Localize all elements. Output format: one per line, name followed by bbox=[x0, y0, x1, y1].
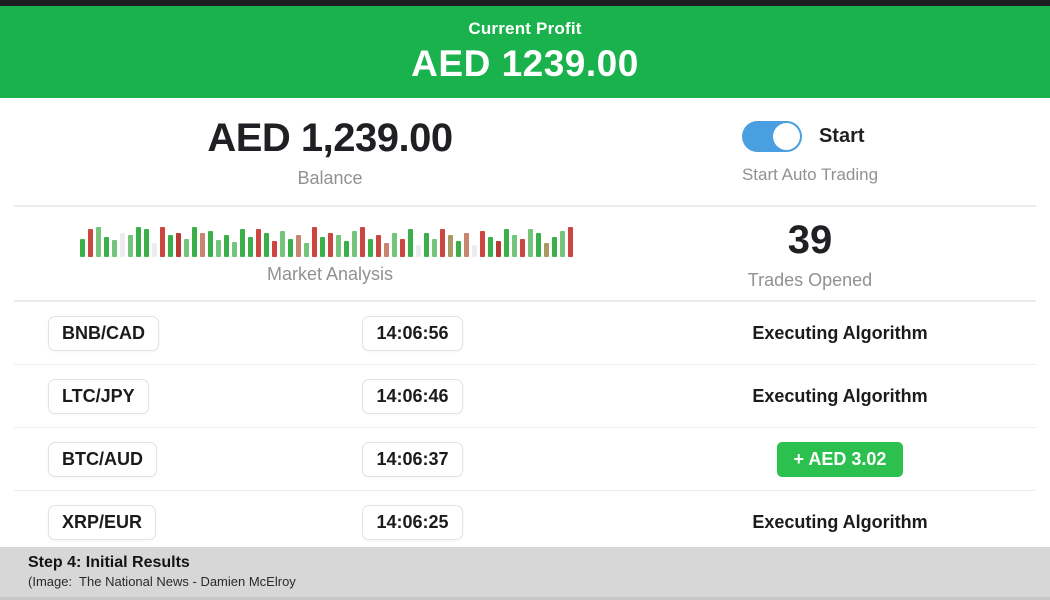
market-bar bbox=[216, 239, 221, 257]
market-bar bbox=[528, 228, 533, 257]
market-bar bbox=[80, 238, 85, 257]
market-bar bbox=[136, 226, 141, 257]
market-bar bbox=[376, 234, 381, 257]
market-bar bbox=[464, 232, 469, 257]
market-bar bbox=[504, 228, 509, 257]
market-bar bbox=[248, 236, 253, 257]
balance-section: AED 1,239.00 Balance Start Start Auto Tr… bbox=[0, 98, 1050, 207]
caption-bar: Step 4: Initial Results (Image: The Nati… bbox=[0, 547, 1050, 600]
market-analysis-section: Market Analysis 39 Trades Opened bbox=[0, 207, 1050, 302]
balance-amount: AED 1,239.00 bbox=[207, 116, 453, 160]
market-bar bbox=[184, 238, 189, 257]
trade-status: Executing Algorithm bbox=[752, 386, 928, 406]
market-bar bbox=[224, 234, 229, 257]
market-bar bbox=[232, 241, 237, 257]
market-bar bbox=[120, 232, 125, 257]
market-bar bbox=[512, 234, 517, 257]
market-bar bbox=[280, 230, 285, 257]
trade-row: BTC/AUD 14:06:37 + AED 3.02 bbox=[0, 428, 1050, 491]
balance-label: Balance bbox=[297, 168, 363, 188]
market-bar bbox=[88, 228, 93, 257]
time-badge: 14:06:46 bbox=[362, 379, 463, 414]
market-bar bbox=[288, 238, 293, 257]
market-bar bbox=[144, 228, 149, 257]
market-bar bbox=[408, 228, 413, 257]
pair-badge: LTC/JPY bbox=[48, 379, 149, 414]
market-bar bbox=[488, 236, 493, 257]
market-bar bbox=[416, 244, 421, 257]
market-bar bbox=[128, 234, 133, 257]
market-bar bbox=[296, 234, 301, 257]
market-bar bbox=[360, 226, 365, 257]
auto-trading-toggle[interactable] bbox=[741, 120, 802, 152]
market-bar bbox=[456, 240, 461, 257]
market-bar bbox=[240, 228, 245, 257]
market-bar bbox=[320, 236, 325, 257]
market-bar bbox=[392, 232, 397, 257]
trade-row: LTC/JPY 14:06:46 Executing Algorithm bbox=[0, 365, 1050, 428]
current-profit-label: Current Profit bbox=[468, 19, 582, 38]
market-bar bbox=[552, 236, 557, 257]
auto-trading-caption: Start Auto Trading bbox=[741, 164, 879, 184]
market-bar bbox=[256, 228, 261, 257]
market-bar bbox=[264, 232, 269, 257]
market-bar bbox=[176, 232, 181, 257]
market-bar bbox=[272, 240, 277, 257]
market-bar bbox=[112, 239, 117, 257]
trade-status: Executing Algorithm bbox=[752, 512, 928, 532]
time-badge: 14:06:56 bbox=[362, 316, 463, 351]
pair-badge: BNB/CAD bbox=[48, 316, 159, 351]
current-profit-amount: AED 1239.00 bbox=[411, 43, 639, 84]
profit-header: Current Profit AED 1239.00 bbox=[0, 6, 1050, 98]
profit-badge: + AED 3.02 bbox=[776, 442, 904, 477]
market-bar bbox=[152, 242, 157, 257]
pair-badge: XRP/EUR bbox=[48, 505, 157, 540]
market-bar bbox=[336, 234, 341, 257]
market-bar bbox=[400, 238, 405, 257]
market-bar bbox=[328, 232, 333, 257]
market-bar bbox=[472, 244, 477, 257]
market-bar bbox=[520, 238, 525, 257]
market-bar bbox=[200, 232, 205, 257]
trades-opened-count: 39 bbox=[787, 218, 833, 262]
trade-row: BNB/CAD 14:06:56 Executing Algorithm bbox=[0, 302, 1050, 365]
auto-trading-block: Start Start Auto Trading bbox=[741, 120, 879, 185]
market-bars bbox=[80, 225, 580, 257]
market-bar bbox=[304, 242, 309, 257]
market-bar bbox=[344, 240, 349, 257]
market-bar bbox=[384, 242, 389, 257]
trades-opened-label: Trades Opened bbox=[747, 270, 873, 290]
trade-row: XRP/EUR 14:06:25 Executing Algorithm bbox=[0, 491, 1050, 554]
market-bar bbox=[368, 238, 373, 257]
time-badge: 14:06:25 bbox=[362, 505, 463, 540]
pair-badge: BTC/AUD bbox=[48, 442, 157, 477]
market-bar bbox=[544, 242, 549, 257]
market-bar bbox=[352, 230, 357, 257]
market-bar bbox=[424, 232, 429, 257]
market-bar bbox=[208, 230, 213, 257]
market-bar bbox=[440, 228, 445, 257]
market-bar bbox=[96, 226, 101, 257]
time-badge: 14:06:37 bbox=[362, 442, 463, 477]
market-bar bbox=[192, 226, 197, 257]
market-bar bbox=[496, 240, 501, 257]
market-bar bbox=[104, 236, 109, 257]
market-bar bbox=[480, 230, 485, 257]
market-bar bbox=[568, 226, 573, 257]
market-bar bbox=[160, 226, 165, 257]
market-bar bbox=[560, 230, 565, 257]
toggle-state-label: Start bbox=[818, 124, 865, 147]
market-bar bbox=[312, 226, 317, 257]
caption-credit: (Image: The National News - Damien McElr… bbox=[28, 574, 296, 589]
market-bar bbox=[536, 232, 541, 257]
window-top-strip bbox=[0, 0, 1050, 6]
market-analysis-label: Market Analysis bbox=[266, 263, 394, 284]
market-bar bbox=[448, 234, 453, 257]
caption-title: Step 4: Initial Results bbox=[28, 554, 190, 571]
toggle-knob-icon bbox=[772, 122, 800, 150]
trade-status: Executing Algorithm bbox=[752, 323, 928, 343]
market-bar bbox=[168, 234, 173, 257]
market-bar bbox=[432, 238, 437, 257]
trades-list: BNB/CAD 14:06:56 Executing Algorithm LTC… bbox=[0, 302, 1050, 554]
